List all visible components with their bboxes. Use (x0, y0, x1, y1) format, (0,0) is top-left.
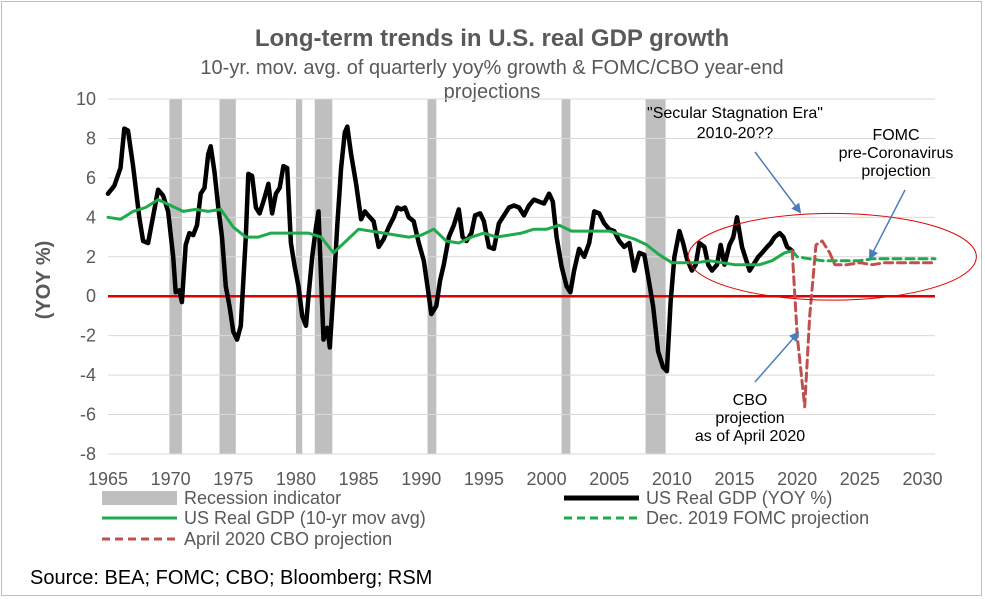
recession-bar (427, 99, 437, 454)
x-tick-label: 1990 (401, 469, 441, 489)
series-cbo-projection (790, 239, 937, 409)
legend-swatch-recession (102, 491, 177, 505)
chart-subtitle-line1: 10-yr. mov. avg. of quarterly yoy% growt… (200, 57, 783, 79)
annotation-fomc: projection (861, 163, 930, 180)
arrow-cbo (754, 331, 800, 383)
x-tick-label: 2010 (652, 469, 692, 489)
recession-bar (314, 99, 333, 454)
y-tick-label: -4 (80, 365, 96, 385)
legend-item: US Real GDP (10-yr mov avg) (102, 508, 426, 528)
arrow-fomc (869, 189, 906, 260)
annotation-cbo: projection (715, 410, 784, 427)
legend-label: US Real GDP (10-yr mov avg) (184, 508, 426, 528)
x-tick-label: 1985 (339, 469, 379, 489)
x-tick-label: 1975 (213, 469, 253, 489)
y-tick-label: 0 (86, 286, 96, 306)
annotation-secular-stagnation: "Secular Stagnation Era" (647, 105, 823, 122)
arrow-secular (754, 151, 802, 214)
chart-subtitle-line2: projections (444, 81, 541, 103)
x-tick-label: 2015 (714, 469, 754, 489)
chart-title: Long-term trends in U.S. real GDP growth (255, 25, 729, 52)
y-tick-label: -2 (80, 326, 96, 346)
x-tick-label: 2005 (589, 469, 629, 489)
source-note: Source: BEA; FOMC; CBO; Bloomberg; RSM (30, 567, 432, 589)
y-tick-label: 10 (76, 89, 96, 109)
annotation-secular-stagnation: 2010-20?? (697, 125, 774, 142)
legend-item: April 2020 CBO projection (102, 529, 392, 549)
x-tick-label: 2020 (777, 469, 817, 489)
x-tick-label: 1965 (88, 469, 128, 489)
y-tick-label: 2 (86, 247, 96, 267)
x-tick-label: 1980 (276, 469, 316, 489)
annotation-fomc: FOMC (872, 127, 919, 144)
legend-label: Dec. 2019 FOMC projection (646, 508, 869, 528)
x-tick-label: 2000 (527, 469, 567, 489)
data-series (105, 124, 937, 409)
y-tick-label: -8 (80, 444, 96, 464)
legend-label: US Real GDP (YOY %) (646, 488, 832, 508)
y-tick-label: 8 (86, 128, 96, 148)
legend-item: US Real GDP (YOY %) (564, 488, 832, 508)
legend: Recession indicator US Real GDP (YOY %) US… (102, 488, 869, 549)
x-tick-label: 2030 (902, 469, 942, 489)
series-fomc-projection (790, 249, 937, 263)
y-tick-label: -6 (80, 405, 96, 425)
annotation-fomc: pre-Coronavirus (839, 145, 954, 162)
recession-bar (219, 99, 236, 454)
legend-label: April 2020 CBO projection (184, 529, 392, 549)
annotation-cbo: CBO (733, 392, 768, 409)
legend-label: Recession indicator (184, 488, 341, 508)
series-10yr-mov-avg (106, 198, 794, 267)
annotations: "Secular Stagnation Era" 2010-20?? FOMCpre… (647, 105, 977, 445)
annotation-cbo: as of April 2020 (695, 428, 805, 445)
y-tick-label: 4 (86, 207, 96, 227)
legend-item: Dec. 2019 FOMC projection (564, 508, 869, 528)
x-tick-labels: 1965 1970 1975 1980 1985 1990 1995 2000 2005 2010… (88, 469, 943, 489)
y-tick-label: 6 (86, 168, 96, 188)
y-tick-labels: 10 8 6 4 2 0 -2 -4 -6 -8 (76, 89, 96, 464)
highlight-ellipse (687, 212, 977, 301)
x-tick-label: 1970 (151, 469, 191, 489)
x-tick-label: 1995 (464, 469, 504, 489)
y-axis-label: (YOY %) (33, 241, 55, 320)
series-us-real-gdp-yoy (105, 124, 795, 374)
recession-bar (295, 99, 303, 454)
legend-item: Recession indicator (102, 488, 341, 508)
x-tick-label: 2025 (840, 469, 880, 489)
